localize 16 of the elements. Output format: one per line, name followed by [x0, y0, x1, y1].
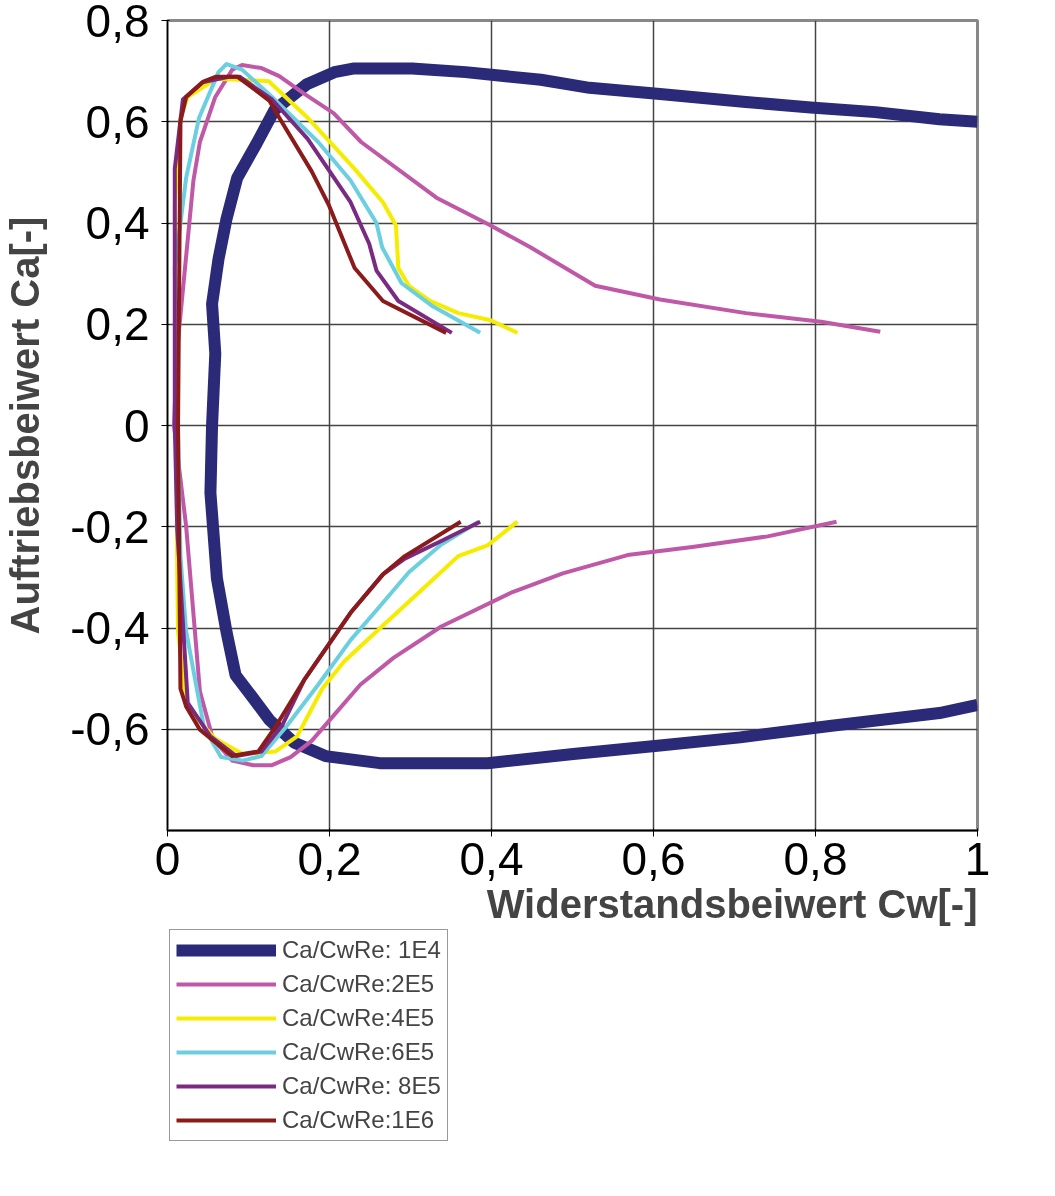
y-tick-label: -0,2 — [70, 500, 150, 553]
y-tick-label: 0,4 — [85, 197, 150, 249]
y-axis-title: Auftriebsbeiwert Ca[-] — [3, 216, 48, 635]
y-tick-label: -0,6 — [70, 703, 150, 756]
legend-label: Ca/CwRe:6E5 — [282, 1038, 435, 1066]
y-tick-label: 0,8 — [85, 0, 150, 47]
legend-label: Ca/CwRe:1E6 — [282, 1106, 435, 1134]
y-tick-label: 0 — [123, 399, 150, 452]
y-tick-label: -0,4 — [70, 602, 150, 654]
legend-label: Ca/CwRe: 1E4 — [282, 936, 441, 964]
legend-label: Ca/CwRe: 8E5 — [282, 1072, 441, 1100]
x-tick-label: 0,2 — [297, 832, 362, 885]
legend-label: Ca/CwRe:4E5 — [282, 1004, 435, 1032]
y-tick-label: 0,2 — [85, 298, 150, 351]
legend-label: Ca/CwRe:2E5 — [282, 970, 435, 998]
y-tick-label: 0,6 — [85, 95, 150, 148]
